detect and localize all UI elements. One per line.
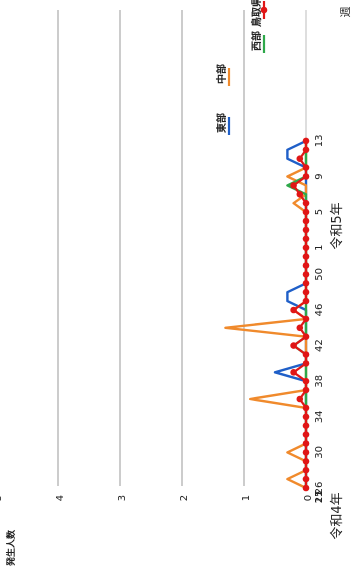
data-point: [302, 262, 310, 269]
data-point: [302, 360, 310, 367]
plot-area: [224, 137, 310, 492]
value-tick-label-2: 2: [179, 495, 190, 501]
data-point: [290, 369, 297, 376]
category-tick-label: 1: [314, 245, 325, 251]
data-point: [290, 182, 297, 189]
legend-marker: [260, 6, 268, 14]
legend-label-西部: 西部: [250, 31, 263, 51]
y-axis-title: 発生人数: [5, 529, 17, 567]
value-tick-label-0: 0: [303, 495, 314, 501]
legend: 東部 中部 西部 鳥取県: [215, 0, 268, 135]
value-tick-label-5: 5: [0, 495, 4, 501]
category-tick-label: 34: [314, 410, 325, 423]
legend-label-中部: 中部: [215, 64, 228, 84]
data-point: [302, 164, 310, 171]
data-point: [302, 386, 310, 394]
data-point: [302, 226, 310, 234]
category-tick-label: 5: [314, 209, 325, 215]
category-tick-label: 46: [314, 304, 325, 317]
data-point: [302, 458, 310, 465]
axes: 0123452630343842465015913172125令和4年令和5年週…: [0, 7, 352, 568]
data-point: [302, 440, 310, 447]
data-point: [296, 395, 304, 403]
x-axis-title: 週: [339, 7, 352, 18]
data-point: [302, 199, 310, 207]
data-point: [302, 413, 310, 421]
data-point: [302, 271, 310, 278]
category-tick-label: 38: [314, 375, 325, 388]
value-tick-label-3: 3: [117, 495, 128, 501]
data-point: [302, 449, 310, 456]
year-label: 令和5年: [330, 202, 345, 249]
data-point: [302, 217, 310, 225]
data-point: [302, 208, 310, 216]
gridlines: [57, 10, 307, 486]
category-tick-label: 25: [314, 491, 325, 504]
data-point: [302, 404, 310, 412]
data-point: [296, 324, 304, 332]
data-point: [302, 173, 310, 180]
year-label: 令和4年: [330, 492, 345, 539]
category-tick-label: 42: [314, 339, 325, 352]
data-point: [302, 253, 310, 260]
data-point: [302, 431, 310, 438]
data-point: [296, 155, 304, 162]
data-point: [302, 333, 310, 341]
data-point: [302, 288, 310, 296]
category-tick-label: 26: [314, 482, 325, 495]
value-tick-label-1: 1: [241, 495, 252, 501]
data-point: [302, 484, 310, 492]
data-point: [302, 475, 310, 483]
data-point: [296, 191, 304, 198]
legend-label-鳥取県: 鳥取県: [250, 0, 263, 27]
data-point: [302, 377, 310, 385]
data-point: [302, 235, 310, 243]
data-point: [290, 342, 297, 349]
data-point: [302, 351, 310, 358]
data-point: [302, 280, 310, 287]
data-point: [302, 146, 310, 154]
data-point: [302, 137, 310, 145]
data-point: [302, 297, 310, 305]
category-tick-label: 30: [314, 446, 325, 459]
category-tick-label: 13: [314, 135, 325, 148]
series-line-中部: [224, 140, 308, 490]
category-tick-label: 17: [314, 491, 325, 504]
data-point: [302, 315, 310, 323]
value-tick-label-4: 4: [55, 495, 66, 501]
data-point: [290, 306, 297, 314]
data-point: [302, 466, 310, 474]
category-tick-label: 50: [314, 268, 325, 281]
series-line-鳥取県: [292, 140, 308, 488]
data-point: [302, 244, 310, 251]
category-tick-label: 21: [314, 491, 325, 504]
legend-label-東部: 東部: [215, 113, 228, 133]
data-point: [302, 422, 310, 430]
category-tick-label: 9: [314, 173, 325, 179]
